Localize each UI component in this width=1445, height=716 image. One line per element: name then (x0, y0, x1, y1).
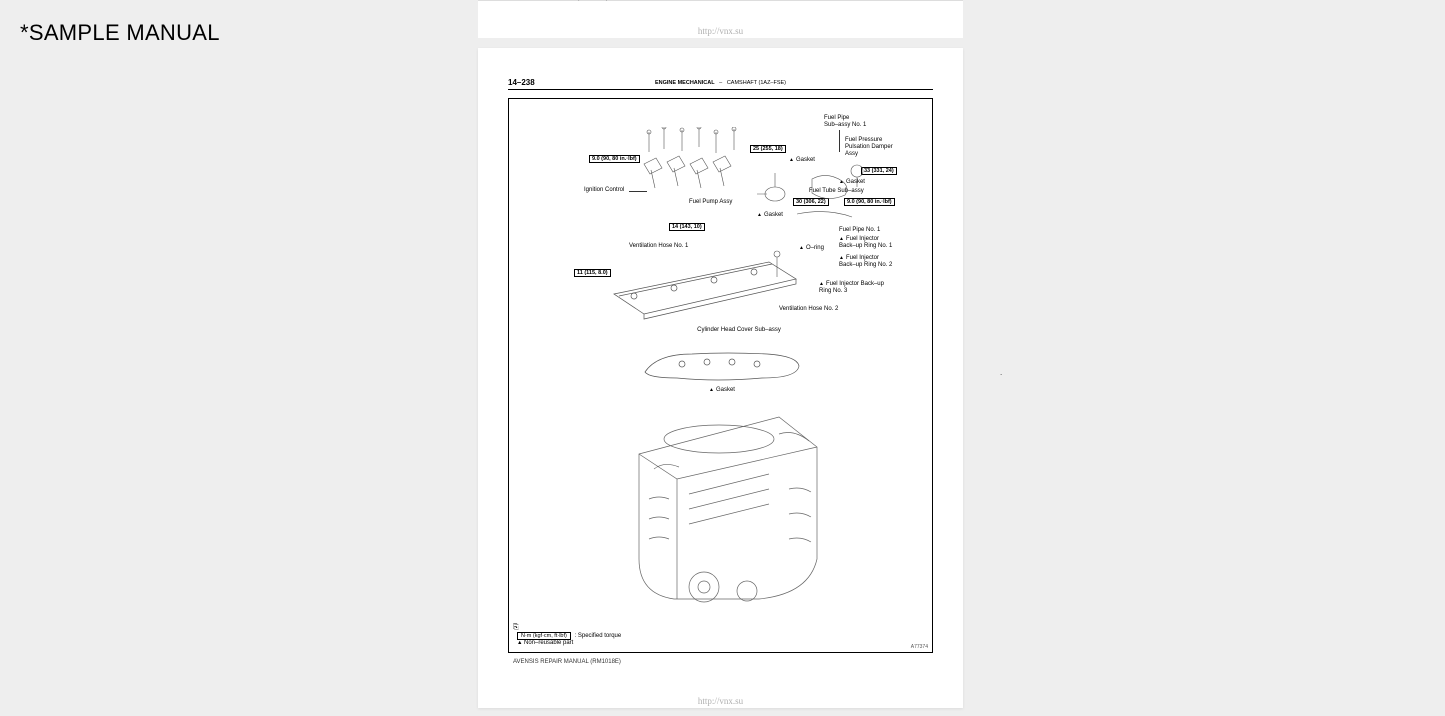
sample-manual-label: *SAMPLE MANUAL (20, 20, 220, 46)
label-oring: O–ring (799, 245, 824, 252)
page-header: ENGINE MECHANICAL – CAMSHAFT (1AZ–FSE) (655, 80, 786, 86)
watermark-bottom: http://vnx.su (698, 696, 743, 706)
label-fuel-pipe-sub: Fuel PipeSub–assy No. 1 (824, 115, 866, 129)
gasket-art (637, 344, 807, 386)
header-section: ENGINE MECHANICAL (655, 80, 715, 86)
label-fuel-inj-b2: Fuel InjectorBack–up Ring No. 2 (839, 255, 892, 269)
label-vent-hose-1: Ventilation Hose No. 1 (629, 243, 688, 250)
prev-page-strip: AVENSIS REPAIR MANUAL (RM1018E) http://v… (478, 0, 963, 38)
exploded-diagram: Fuel PipeSub–assy No. 1 Fuel PressurePul… (508, 98, 933, 653)
torque-1: 9.0 (90, 80 in.·lbf) (589, 155, 640, 163)
header-sub: CAMSHAFT (1AZ–FSE) (727, 80, 786, 86)
label-gasket-4: Gasket (709, 387, 735, 394)
diagram-id: A77374 (911, 644, 928, 650)
watermark-top: http://vnx.su (698, 26, 743, 36)
legend: N·m (kgf·cm, ft·lbf) : Specified torque … (517, 632, 621, 646)
legend-torque-box: N·m (kgf·cm, ft·lbf) (517, 632, 571, 640)
header-rule: ENGINE MECHANICAL – CAMSHAFT (1AZ–FSE) (508, 89, 933, 90)
legend-nonreuse: Non–reusable part (524, 640, 573, 646)
label-cyl-head: Cylinder Head Cover Sub–assy (639, 327, 839, 334)
page-footer: AVENSIS REPAIR MANUAL (RM1018E) (513, 659, 933, 665)
prev-page-footer: AVENSIS REPAIR MANUAL (RM1018E) (500, 0, 608, 1)
engine-block-art (619, 399, 829, 614)
page-content: 14–238 ENGINE MECHANICAL – CAMSHAFT (1AZ… (508, 78, 933, 693)
torque-6: 14 (143, 10) (669, 223, 705, 231)
decorative-dot: . (1000, 368, 1002, 377)
label-ignition: Ignition Control (584, 187, 624, 194)
manual-page: 14–238 ENGINE MECHANICAL – CAMSHAFT (1AZ… (478, 48, 963, 708)
legend-torque-text: : Specified torque (575, 633, 622, 639)
coils-art (639, 154, 749, 204)
page-side-icon: ⎘ (513, 624, 519, 632)
small-bolt-art (769, 249, 799, 289)
leader (839, 130, 840, 152)
label-fuel-pressure: Fuel PressurePulsation DamperAssy (845, 137, 893, 159)
label-fuel-inj-b3: Fuel Injector Back–upRing No. 3 (819, 281, 884, 295)
pump-art (757, 159, 887, 239)
leader (629, 191, 647, 192)
header-sep: – (719, 80, 722, 86)
